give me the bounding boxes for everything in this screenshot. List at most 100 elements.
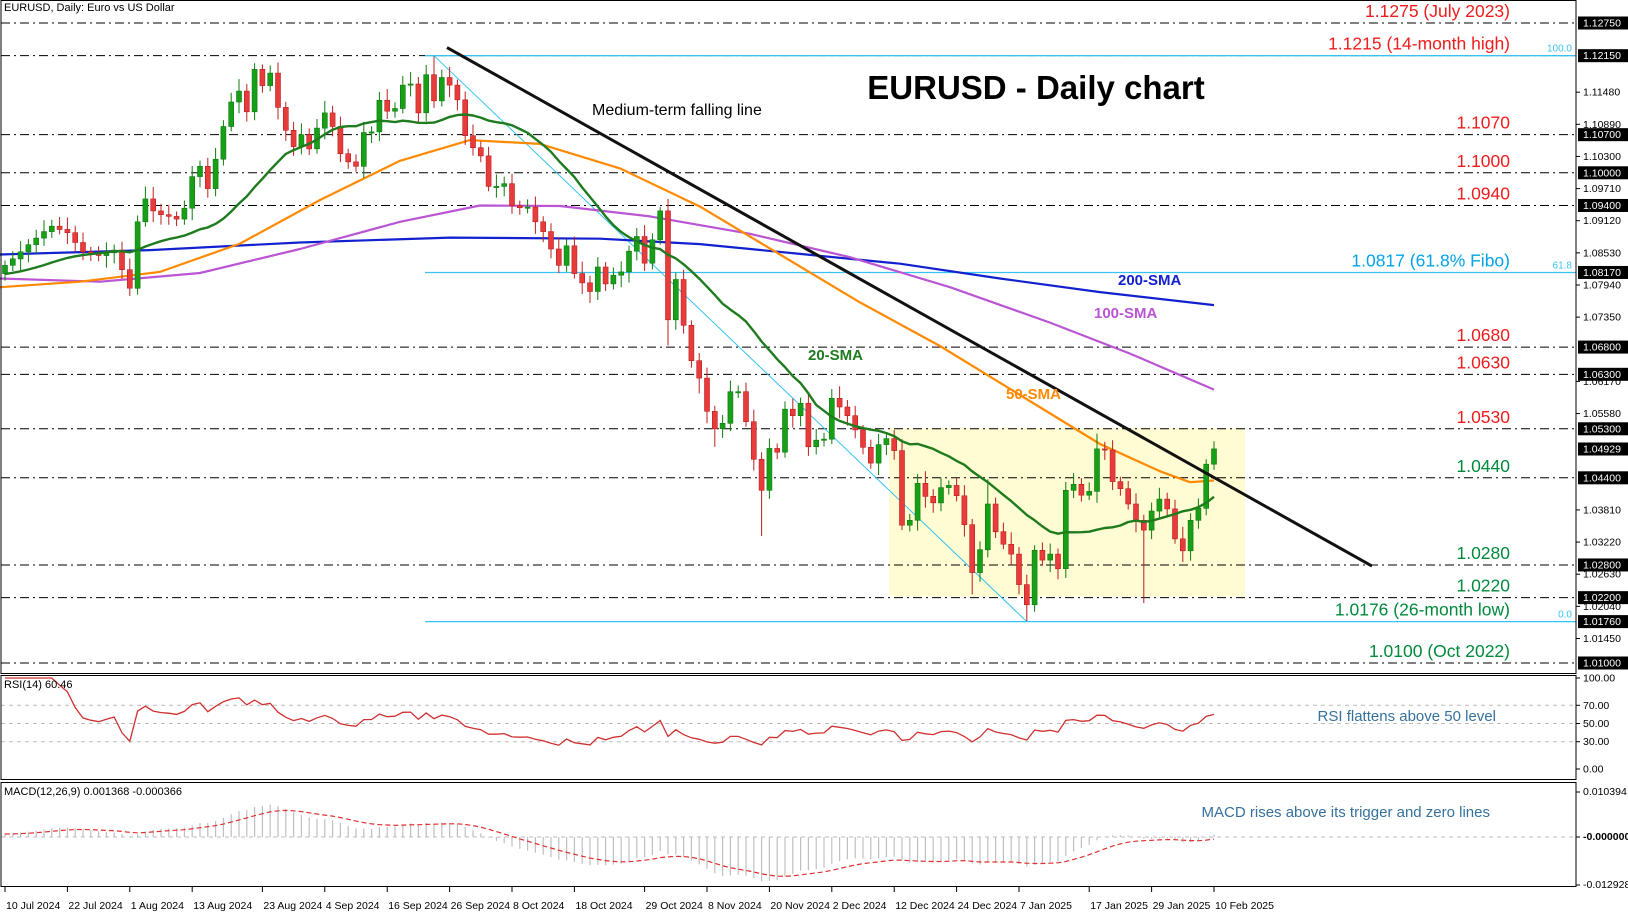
macd-annotation: MACD rises above its trigger and zero li… [1201,804,1490,821]
price-level-label: 1.0630 [1456,352,1510,372]
axis-price-box-label: 1.06300 [1583,369,1621,381]
fibo-pct-label: 0.0 [1558,610,1572,621]
price-level-label: 1.0176 (26-month low) [1335,600,1510,620]
price-level-label: 1.0817 (61.8% Fibo) [1351,250,1510,270]
price-level-label: 1.0940 [1456,183,1510,203]
date-label: 12 Dec 2024 [895,900,955,912]
sma50-label: 50-SMA [1006,386,1062,403]
axis-price-box-label: 1.02200 [1583,592,1621,604]
rsi-scale-label: 100.00 [1583,673,1615,685]
date-label: 18 Oct 2024 [575,900,632,912]
axis-price-box [1578,340,1628,354]
axis-price-label: 1.02630 [1583,569,1621,581]
rsi-indicator-label: RSI(14) 60.46 [4,679,73,691]
axis-price-box [1578,367,1628,381]
axis-price-box [1578,166,1628,180]
axis-price-box-label: 1.01000 [1583,658,1621,670]
axis-price-box-label: 1.04929 [1583,443,1621,455]
sma200-label: 200-SMA [1118,272,1182,289]
axis-price-label: 1.10300 [1583,151,1621,163]
sma50-line [0,139,1215,484]
axis-price-box [1578,591,1628,605]
price-level-label: 1.0280 [1456,543,1510,563]
axis-price-box-label: 1.08170 [1583,267,1621,279]
axis-price-box-label: 1.01760 [1583,616,1621,628]
rsi-line [5,677,1215,746]
axis-price-box [1578,615,1628,629]
date-label: 20 Nov 2024 [770,900,830,912]
rsi-panel-border [0,675,1577,780]
date-label: 10 Feb 2025 [1215,900,1274,912]
axis-price-label: 1.09710 [1583,183,1621,195]
price-level-label: 1.1000 [1456,151,1510,171]
date-label: 8 Nov 2024 [708,900,762,912]
date-label: 26 Sep 2024 [451,900,511,912]
axis-price-box [1578,16,1628,30]
rsi-annotation: RSI flattens above 50 level [1317,708,1496,725]
date-label: 24 Dec 2024 [958,900,1018,912]
axis-price-label: 1.01450 [1583,633,1621,645]
axis-price-label: 1.10890 [1583,119,1621,131]
rsi-scale-label: 50.00 [1583,718,1609,730]
macd-signal-line [4,809,1215,877]
axis-price-box-label: 1.10000 [1583,167,1621,179]
price-level-label: 1.1215 (14-month high) [1328,34,1510,54]
sma20-label: 20-SMA [808,347,864,364]
axis-price-box-label: 1.12750 [1583,18,1621,30]
axis-price-box [1578,558,1628,572]
price-level-label: 1.1070 [1456,113,1510,133]
axis-price-box-label: 1.02800 [1583,559,1621,571]
date-label: 8 Oct 2024 [513,900,565,912]
axis-price-box [1578,265,1628,279]
fibo-pct-label: 61.8 [1553,260,1573,271]
axis-price-box-label: 1.05300 [1583,423,1621,435]
date-label: 10 Jul 2024 [6,900,60,912]
axis-price-box-label: 1.10700 [1583,129,1621,141]
price-level-label: 1.0680 [1456,325,1510,345]
date-label: 2 Dec 2024 [833,900,887,912]
axis-price-box-label: 1.12150 [1583,50,1621,62]
axis-price-label: 1.03220 [1583,537,1621,549]
date-label: 23 Aug 2024 [263,900,322,912]
axis-price-label: 1.07350 [1583,312,1621,324]
sma20-line [4,113,1215,535]
date-label: 13 Aug 2024 [193,900,252,912]
axis-price-label: 1.09120 [1583,215,1621,227]
symbol-header: EURUSD, Daily: Euro vs US Dollar [4,2,175,14]
axis-price-box [1578,656,1628,670]
candlesticks [2,56,1217,622]
axis-price-box-label: 1.04400 [1583,472,1621,484]
date-label: 4 Sep 2024 [326,900,380,912]
sma200-line [0,236,1215,307]
date-label: 17 Jan 2025 [1090,900,1148,912]
date-label: 29 Oct 2024 [646,900,703,912]
price-level-label: 1.0530 [1456,407,1510,427]
axis-price-box [1578,49,1628,63]
fibo-pct-label: 100.0 [1547,44,1572,55]
price-level-label: 1.1275 (July 2023) [1365,1,1510,21]
axis-price-box [1578,198,1628,212]
falling-trendline [446,46,1373,568]
sma100-label: 100-SMA [1094,305,1158,322]
macd-histogram [4,804,1215,882]
macd-panel-border [0,782,1577,887]
axis-price-label: 1.08530 [1583,247,1621,259]
macd-scale-label: -0.000000 [1583,831,1628,843]
date-label: 29 Jan 2025 [1153,900,1211,912]
chart-title: EURUSD - Daily chart [867,69,1205,106]
price-level-label: 1.0440 [1456,456,1510,476]
axis-price-label: 1.05580 [1583,408,1621,420]
date-label: 16 Sep 2024 [388,900,448,912]
axis-price-label: 1.07940 [1583,279,1621,291]
trendline-annotation: Medium-term falling line [592,102,762,119]
macd-scale-label: 0.010394 [1583,786,1627,798]
rsi-scale-label: 30.00 [1583,736,1609,748]
axis-price-box-label: 1.09400 [1583,200,1621,212]
date-label: 7 Jan 2025 [1020,900,1072,912]
axis-price-box [1578,442,1628,456]
price-level-label: 1.0100 (Oct 2022) [1369,641,1510,661]
axis-price-box [1578,128,1628,142]
date-label: 22 Jul 2024 [68,900,122,912]
